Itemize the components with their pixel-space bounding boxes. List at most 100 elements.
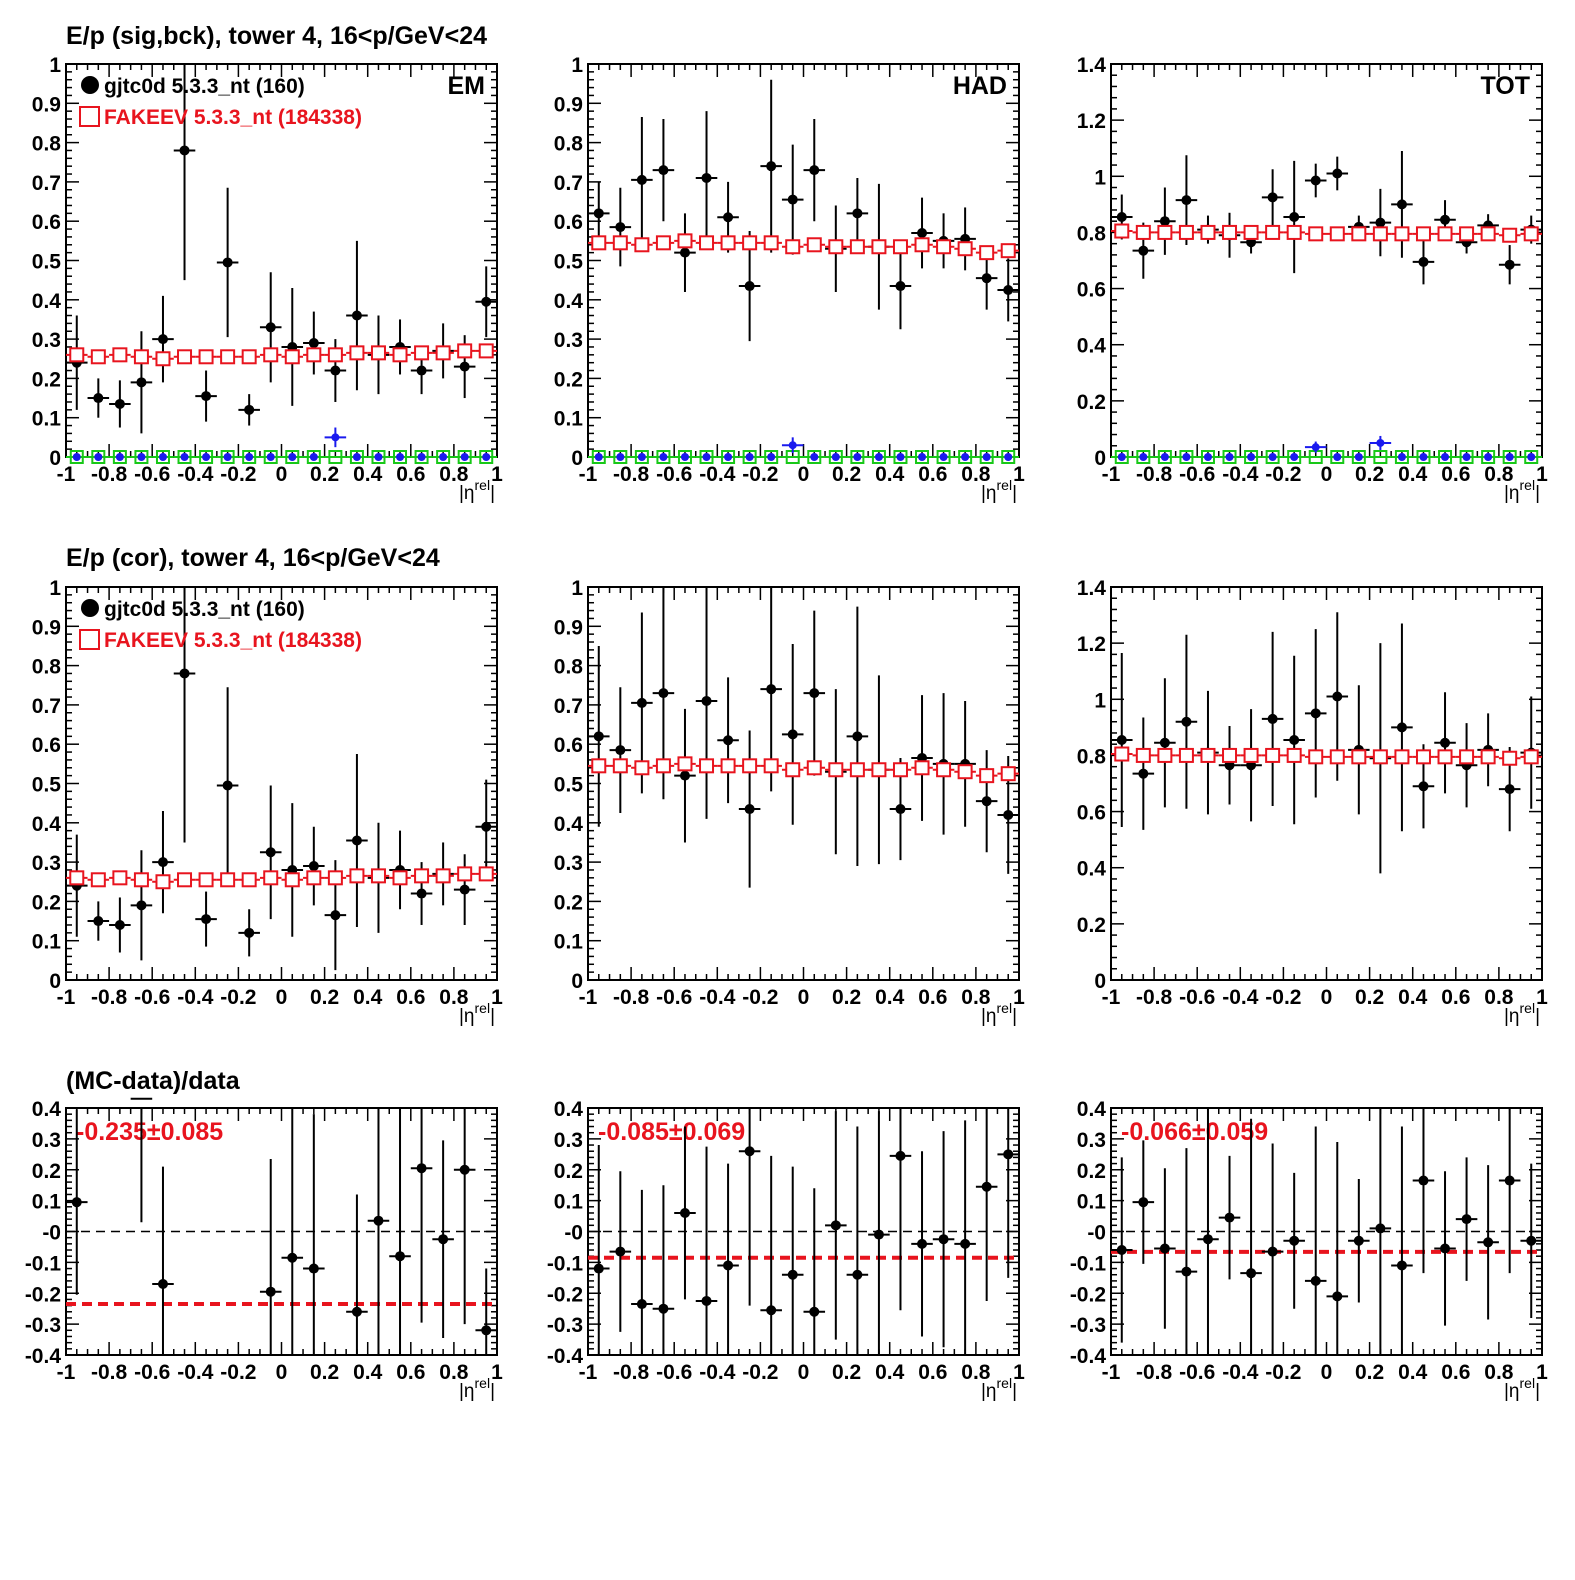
mc-point: [1114, 223, 1130, 239]
data-point: [1440, 214, 1451, 225]
x-tick-label: -0.8: [613, 986, 650, 1009]
mc-point: [198, 872, 214, 888]
mc-point: [1286, 224, 1302, 240]
panel-label: HAD: [953, 72, 1007, 100]
y-tick-label: 0.7: [32, 695, 61, 718]
series-data: [588, 587, 1019, 888]
legend-entry-text: FAKEEV 5.3.3_nt (184338): [104, 629, 362, 652]
signal-point: [788, 441, 797, 450]
x-tick-label: -0.2: [742, 1361, 778, 1384]
mc-point: [591, 758, 607, 774]
y-tick-label: -0.3: [25, 1314, 61, 1337]
mc-point: [133, 349, 149, 365]
data-point: [852, 208, 863, 219]
x-axis-label-main: |η: [1504, 483, 1520, 504]
data-point: [809, 1306, 820, 1317]
x-axis-label-sup: rel: [997, 1000, 1013, 1016]
mc-point: [655, 235, 671, 251]
data-point: [93, 916, 104, 927]
x-tick-label: 0.2: [1355, 1361, 1384, 1384]
mc-point: [1329, 226, 1345, 242]
data-point: [895, 1150, 906, 1161]
x-axis-label: |ηrel|: [981, 477, 1017, 504]
series-data: [1111, 1108, 1542, 1355]
mc-point: [634, 237, 650, 253]
x-axis-label-main: |η: [459, 1381, 475, 1402]
y-tick-label: 0.3: [32, 329, 61, 352]
x-tick-label: -0.6: [134, 1361, 170, 1384]
x-tick-label: -1: [1102, 986, 1121, 1009]
mc-point: [785, 239, 801, 255]
y-tick-label: 0.3: [554, 852, 583, 875]
data-point: [809, 688, 820, 699]
series-signal: [1117, 435, 1536, 461]
data-point: [1267, 713, 1278, 724]
mc-point: [871, 239, 887, 255]
data-point: [917, 1238, 928, 1249]
x-tick-label: 0.2: [832, 1361, 861, 1384]
mc-point: [612, 758, 628, 774]
data-point: [222, 780, 233, 791]
x-tick-label: -0.8: [1136, 463, 1173, 486]
x-tick-label: -1: [57, 463, 76, 486]
ratio-value-label: -0.085±0.069: [598, 1118, 745, 1146]
x-axis-label-sup: rel: [475, 477, 491, 493]
y-tick-label: 0.1: [554, 408, 584, 431]
signal-point: [1182, 453, 1191, 461]
signal-point: [594, 453, 603, 461]
x-axis-label-main: |η: [981, 1006, 997, 1027]
signal-point: [831, 453, 840, 461]
data-point: [1418, 256, 1429, 267]
data-point: [71, 1197, 82, 1208]
data-point: [1504, 1175, 1515, 1186]
mc-point: [263, 870, 279, 886]
x-axis-label-main: |η: [459, 1006, 475, 1027]
y-tick-label: 0.2: [1077, 391, 1106, 414]
signal-point: [309, 453, 318, 461]
x-tick-label: 0.6: [396, 986, 425, 1009]
data-point: [1224, 1212, 1235, 1223]
x-tick-label: 0.4: [875, 1361, 905, 1384]
y-tick-label: -0.3: [547, 1314, 583, 1337]
y-tick-label: -0.1: [1070, 1252, 1107, 1275]
data-point: [395, 1251, 406, 1262]
x-tick-label: -0.4: [177, 986, 214, 1009]
data-point: [157, 1278, 168, 1289]
mc-point: [1222, 747, 1238, 763]
mc-point: [392, 347, 408, 363]
x-tick-label: -0.6: [656, 1361, 692, 1384]
y-tick-label: 0.2: [554, 1160, 583, 1183]
y-tick-label: 0.4: [32, 1098, 62, 1121]
x-tick-label: 0: [1321, 463, 1333, 486]
data-point: [351, 1306, 362, 1317]
y-tick-label: 0.1: [32, 931, 62, 954]
mc-point: [892, 239, 908, 255]
data-point: [1396, 722, 1407, 733]
x-tick-label: 1: [491, 463, 503, 486]
data-point: [766, 684, 777, 695]
mc-point: [435, 868, 451, 884]
series-data: [588, 1108, 1019, 1355]
y-tick-label: 0.4: [554, 813, 584, 836]
x-tick-label: 0: [798, 1361, 810, 1384]
mc-point: [1480, 226, 1496, 242]
x-tick-label: -1: [579, 463, 598, 486]
row-title-top: E/p (sig,bck), tower 4, 16<p/GeV<24: [66, 22, 487, 50]
y-tick-label: 0.1: [554, 1191, 584, 1214]
data-point: [1418, 1175, 1429, 1186]
y-tick-label: -0.2: [547, 1283, 583, 1306]
mc-point: [69, 347, 85, 363]
mc-point: [699, 235, 715, 251]
x-tick-label: 1: [1536, 1361, 1548, 1384]
data-point: [1332, 168, 1343, 179]
x-tick-label: 1: [1536, 463, 1548, 486]
data-point: [114, 398, 125, 409]
data-point: [636, 174, 647, 185]
x-tick-label: -0.6: [656, 463, 692, 486]
signal-point: [724, 453, 733, 461]
data-point: [201, 914, 212, 925]
mc-point: [1523, 226, 1539, 242]
data-point: [895, 281, 906, 292]
data-point: [1396, 199, 1407, 210]
